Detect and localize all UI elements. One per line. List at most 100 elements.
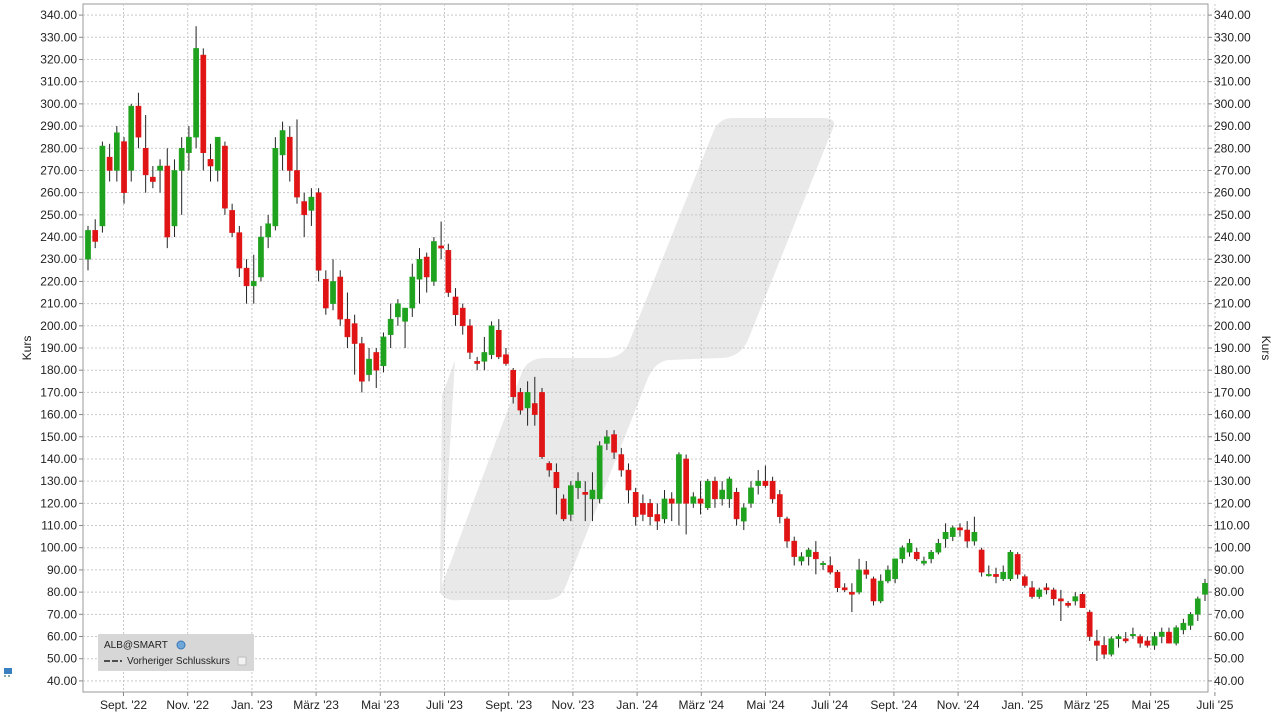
candle-up bbox=[1000, 565, 1007, 582]
candle-down bbox=[286, 126, 293, 182]
candle-body bbox=[589, 489, 596, 500]
candle-body bbox=[841, 587, 848, 591]
candle-up bbox=[488, 321, 495, 360]
y-tick-label-right: 260.00 bbox=[1214, 186, 1251, 200]
candle-body bbox=[618, 454, 625, 471]
candle-up bbox=[113, 126, 120, 182]
candle-up bbox=[380, 332, 387, 373]
candle-body bbox=[1202, 583, 1208, 595]
candle-body bbox=[200, 54, 207, 153]
candle-down bbox=[827, 556, 834, 575]
y-axis-left: 40.00 50.00 60.00 70.00 80.00 90.00 100.00 110.… bbox=[40, 8, 83, 688]
candle-body bbox=[510, 369, 517, 398]
candle-up bbox=[740, 503, 747, 530]
candle-body bbox=[625, 469, 632, 491]
candle-up bbox=[921, 556, 927, 566]
candle-body bbox=[503, 354, 509, 364]
candle-body bbox=[1094, 640, 1100, 646]
y-tick-label-left: 200.00 bbox=[40, 319, 77, 333]
candle-up bbox=[1151, 632, 1158, 650]
candle-down bbox=[243, 259, 250, 304]
candle-body bbox=[452, 296, 459, 315]
candle-up bbox=[431, 237, 437, 286]
candle-down bbox=[1079, 592, 1086, 608]
y-tick-label-left: 300.00 bbox=[40, 97, 77, 111]
y-axis-title-left: Kurs bbox=[20, 336, 34, 361]
candle-body bbox=[1122, 638, 1129, 642]
candle-down bbox=[913, 547, 920, 562]
candle-body bbox=[164, 165, 171, 238]
candle-body bbox=[344, 318, 351, 338]
candle-down bbox=[1021, 574, 1028, 588]
candle-body bbox=[870, 578, 877, 602]
candle-up bbox=[596, 441, 603, 504]
candle-body bbox=[207, 159, 214, 167]
candle-body bbox=[885, 569, 891, 582]
candle-down bbox=[1122, 632, 1129, 644]
candle-body bbox=[495, 329, 502, 358]
y-tick-label-left: 330.00 bbox=[40, 30, 77, 44]
candle-up bbox=[1202, 578, 1208, 602]
y-tick-label-left: 240.00 bbox=[40, 230, 77, 244]
y-tick-label-right: 340.00 bbox=[1214, 8, 1251, 22]
candle-body bbox=[308, 196, 315, 211]
candle-down bbox=[813, 541, 819, 575]
candle-body bbox=[488, 325, 495, 355]
candle-body bbox=[892, 558, 898, 580]
candle-down bbox=[762, 465, 769, 488]
candle-body bbox=[877, 580, 884, 602]
x-tick-label: Sept. '23 bbox=[485, 698, 532, 712]
candle-body bbox=[820, 563, 826, 566]
candle-up bbox=[755, 470, 762, 495]
globe-icon bbox=[176, 640, 186, 650]
candle-body bbox=[776, 494, 783, 517]
candle-down bbox=[1144, 636, 1151, 648]
candle-body bbox=[899, 547, 906, 560]
candle-down bbox=[733, 487, 740, 526]
candle-up bbox=[971, 516, 978, 546]
candle-down bbox=[712, 476, 718, 508]
candle-down bbox=[517, 387, 524, 415]
candle-body bbox=[798, 556, 805, 562]
candle-body bbox=[250, 281, 257, 287]
y-tick-label-left: 320.00 bbox=[40, 52, 77, 66]
y-tick-label-right: 210.00 bbox=[1214, 297, 1251, 311]
candle-body bbox=[113, 132, 120, 171]
x-tick-label: Nov. '22 bbox=[166, 698, 209, 712]
candle-body bbox=[654, 514, 661, 522]
candle-body bbox=[186, 136, 192, 153]
candle-up bbox=[589, 472, 596, 522]
candle-body bbox=[373, 352, 380, 371]
candle-up bbox=[1108, 636, 1115, 657]
y-axis-title-right: Kurs bbox=[1259, 336, 1273, 361]
x-tick-label: Nov. '24 bbox=[937, 698, 980, 712]
chart-settings-icon[interactable] bbox=[4, 668, 12, 677]
candle-down bbox=[315, 188, 322, 282]
candle-body bbox=[1108, 638, 1115, 655]
candle-body bbox=[366, 358, 372, 375]
candle-body bbox=[359, 343, 365, 382]
candle-body bbox=[1180, 622, 1187, 631]
candle-up bbox=[186, 126, 192, 171]
candle-body bbox=[1029, 587, 1035, 597]
candle-up bbox=[704, 478, 711, 511]
candle-body bbox=[1144, 640, 1151, 646]
candle-body bbox=[524, 392, 531, 409]
y-tick-label-right: 160.00 bbox=[1214, 408, 1251, 422]
candle-body bbox=[1130, 634, 1136, 637]
candle-body bbox=[856, 569, 862, 593]
candle-body bbox=[1187, 614, 1194, 626]
candle-down bbox=[964, 521, 971, 548]
candle-down bbox=[654, 503, 661, 530]
candle-down bbox=[553, 463, 560, 515]
candle-body bbox=[337, 276, 344, 320]
candle-body bbox=[834, 571, 841, 588]
y-tick-label-left: 80.00 bbox=[47, 585, 77, 599]
candle-down bbox=[452, 288, 459, 326]
visibility-toggle-icon[interactable] bbox=[237, 656, 247, 666]
candle-body bbox=[1065, 602, 1071, 606]
candle-body bbox=[978, 549, 985, 573]
candle-up bbox=[604, 430, 610, 451]
y-tick-label-left: 140.00 bbox=[40, 452, 77, 466]
candle-up bbox=[906, 538, 913, 557]
